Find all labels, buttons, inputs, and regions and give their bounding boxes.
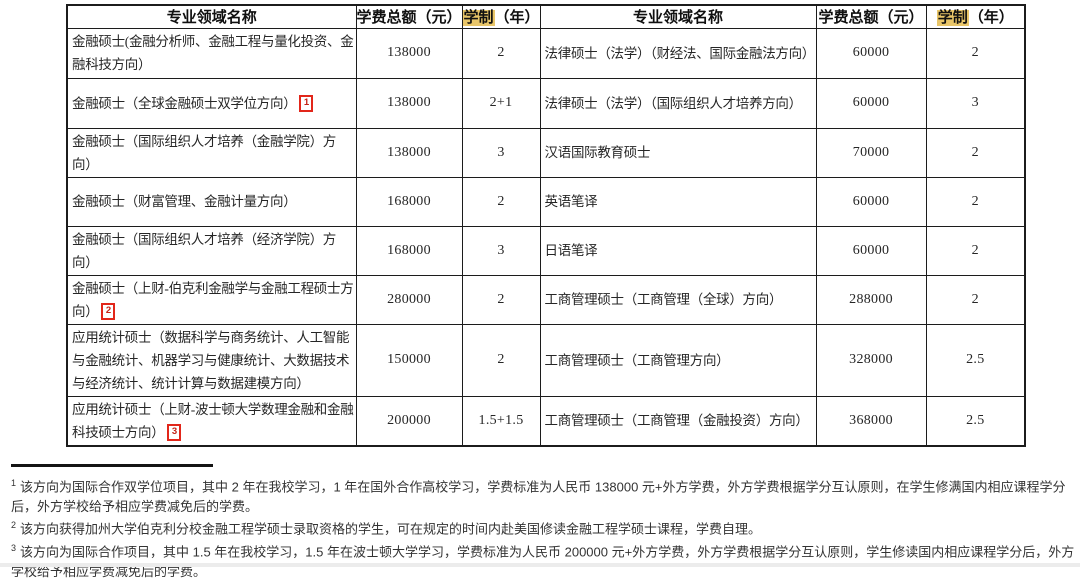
program-name-cell: 英语笔译 [539,176,817,227]
duration-cell: 3 [461,225,541,276]
table-row: 金融硕士（国际组织人才培养（金融学院）方向） 138000 3 汉语国际教育硕士… [66,127,1026,178]
table-row: 金融硕士（国际组织人才培养（经济学院）方向） 168000 3 日语笔译 600… [66,225,1026,276]
fee-cell: 60000 [815,27,927,79]
fee-cell: 70000 [815,127,927,178]
program-name-cell: 金融硕士（国际组织人才培养（经济学院）方向） [66,225,357,276]
duration-cell: 2 [461,274,541,325]
program-name-cell: 工商管理硕士（工商管理（全球）方向） [539,274,817,325]
program-name-cell: 金融硕士（国际组织人才培养（金融学院）方向） [66,127,357,178]
highlight-duration-left: 学制 [462,10,495,27]
fee-cell: 60000 [815,77,927,129]
footnote-1-marker: 1 [11,478,17,488]
program-name-cell: 工商管理硕士（工商管理方向） [539,323,817,397]
duration-cell: 3 [925,77,1026,129]
table-row: 应用统计硕士（数据科学与商务统计、人工智能与金融统计、机器学习与健康统计、大数据… [66,323,1026,397]
fee-cell: 168000 [355,225,463,276]
footnote-1-text: 该方向为国际合作双学位项目，其中 2 年在我校学习，1 年在国外合作高校学习，学… [11,479,1066,514]
highlight-duration-right: 学制 [936,10,969,27]
table-row: 应用统计硕士（上财-波士顿大学数理金融和金融科技硕士方向） 3 200000 1.… [66,395,1026,447]
duration-cell: 2 [925,274,1026,325]
header-fee-left: 学费总额（元） [355,4,463,29]
duration-cell: 2+1 [461,77,541,129]
program-name-cell: 法律硕士（法学）（国际组织人才培养方向） [539,77,817,129]
footnote-divider [11,464,213,467]
footnote-3: 3 该方向为国际合作项目，其中 1.5 年在我校学习，1.5 年在波士顿大学学习，… [11,539,1079,581]
fee-cell: 138000 [355,127,463,178]
table-row: 金融硕士（财富管理、金融计量方向） 168000 2 英语笔译 60000 2 [66,176,1026,227]
table-row: 金融硕士（上财-伯克利金融学与金融工程硕士方向） 2 280000 2 工商管理硕… [66,274,1026,325]
table-row: 金融硕士(金融分析师、金融工程与量化投资、金融科技方向） 138000 2 法律… [66,27,1026,79]
footnotes: 1 该方向为国际合作双学位项目，其中 2 年在我校学习，1 年在国外合作高校学习，… [11,474,1079,581]
header-program-right: 专业领域名称 [539,4,817,29]
program-name-cell: 应用统计硕士（上财-波士顿大学数理金融和金融科技硕士方向） 3 [66,395,357,447]
program-name-cell: 法律硕士（法学）（财经法、国际金融法方向） [539,27,817,79]
header-fee-right: 学费总额（元） [815,4,927,29]
footnote-marker-box: 1 [299,94,314,112]
tuition-table: 专业领域名称 学费总额（元） 学制（年） 专业领域名称 学费总额（元） 学制（年… [66,4,1027,447]
fee-cell: 138000 [355,27,463,79]
footnote-3-marker: 3 [11,543,17,554]
program-name-cell: 汉语国际教育硕士 [539,127,817,178]
fee-cell: 150000 [355,323,463,397]
fee-cell: 280000 [355,274,463,325]
program-name-cell: 金融硕士（全球金融硕士双学位方向） 1 [66,77,357,129]
footnote-2-marker: 2 [11,520,17,531]
footnote-2-text: 该方向获得加州大学伯克利分校金融工程学硕士录取资格的学生，可在规定的时间内赴美国… [20,521,762,537]
footnote-2: 2 该方向获得加州大学伯克利分校金融工程学硕士录取资格的学生，可在规定的时间内赴美… [11,516,1079,539]
duration-cell: 2 [461,27,541,79]
table-row: 金融硕士（全球金融硕士双学位方向） 1 138000 2+1 法律硕士（法学）（国… [66,77,1026,129]
fee-cell: 168000 [355,176,463,227]
duration-cell: 2 [461,176,541,227]
fee-cell: 328000 [815,323,927,397]
program-name-cell: 金融硕士(金融分析师、金融工程与量化投资、金融科技方向） [66,27,357,79]
program-name-cell: 工商管理硕士（工商管理（金融投资）方向） [539,395,817,447]
fee-cell: 288000 [815,274,927,325]
fee-cell: 200000 [355,395,463,447]
duration-cell: 2 [925,176,1026,227]
duration-cell: 2 [461,323,541,397]
fee-cell: 368000 [815,395,927,447]
header-duration-left: 学制（年） [461,4,541,29]
footnote-marker-box: 3 [167,423,182,441]
footnote-3-text: 该方向为国际合作项目，其中 1.5 年在我校学习，1.5 年在波士顿大学学习，学… [11,544,1075,579]
bottom-edge-strip [0,563,1080,567]
duration-cell: 2.5 [925,323,1026,397]
duration-suffix-right: （年） [968,10,1014,27]
duration-cell: 2 [925,225,1026,276]
table-header-row: 专业领域名称 学费总额（元） 学制（年） 专业领域名称 学费总额（元） 学制（年… [66,4,1026,29]
duration-cell: 2 [925,127,1026,178]
duration-cell: 1.5+1.5 [461,395,541,447]
fee-cell: 60000 [815,225,927,276]
header-duration-right: 学制（年） [925,4,1026,29]
program-name-cell: 金融硕士（上财-伯克利金融学与金融工程硕士方向） 2 [66,274,357,325]
page: 专业领域名称 学费总额（元） 学制（年） 专业领域名称 学费总额（元） 学制（年… [0,4,1080,579]
fee-cell: 60000 [815,176,927,227]
footnote-marker-box: 2 [101,302,116,320]
program-name-cell: 金融硕士（财富管理、金融计量方向） [66,176,357,227]
duration-cell: 2 [925,27,1026,79]
duration-cell: 3 [461,127,541,178]
duration-suffix-left: （年） [494,10,540,27]
header-program-left: 专业领域名称 [66,4,357,29]
fee-cell: 138000 [355,77,463,129]
program-name-cell: 应用统计硕士（数据科学与商务统计、人工智能与金融统计、机器学习与健康统计、大数据… [66,323,357,397]
program-name-cell: 日语笔译 [539,225,817,276]
duration-cell: 2.5 [925,395,1026,447]
footnote-1: 1 该方向为国际合作双学位项目，其中 2 年在我校学习，1 年在国外合作高校学习，… [11,474,1079,516]
